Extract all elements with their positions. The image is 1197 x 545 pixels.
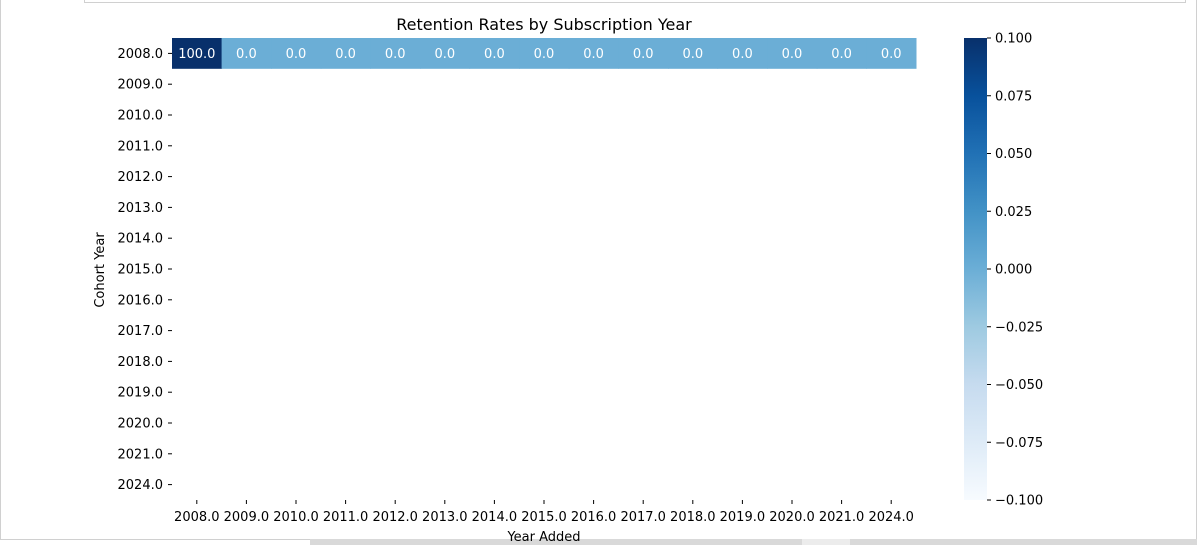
y-tick-label: 2024.0 bbox=[118, 478, 164, 493]
heatmap-cell bbox=[221, 38, 272, 69]
heatmap-cell bbox=[469, 38, 520, 69]
cell-label: 0.0 bbox=[782, 47, 803, 62]
cell-label: 0.0 bbox=[484, 47, 505, 62]
x-tick-label: 2018.0 bbox=[670, 510, 716, 525]
x-tick-label: 2009.0 bbox=[224, 510, 270, 525]
cell-label: 0.0 bbox=[385, 47, 406, 62]
y-tick-label: 2016.0 bbox=[118, 293, 164, 308]
y-tick-label: 2018.0 bbox=[118, 355, 164, 370]
heatmap-cell bbox=[420, 38, 471, 69]
x-tick-label: 2013.0 bbox=[422, 510, 468, 525]
cell-label: 100.0 bbox=[178, 47, 215, 62]
heatmap-cell bbox=[519, 38, 570, 69]
y-tick-label: 2013.0 bbox=[118, 201, 164, 216]
x-tick-label: 2008.0 bbox=[174, 510, 220, 525]
y-tick-label: 2017.0 bbox=[118, 324, 164, 339]
colorbar-tick-label: 0.025 bbox=[995, 205, 1032, 220]
heatmap-cell bbox=[370, 38, 421, 69]
cell-label: 0.0 bbox=[633, 47, 654, 62]
colorbar-tick-label: −0.075 bbox=[995, 436, 1043, 451]
cell-label: 0.0 bbox=[434, 47, 455, 62]
heatmap-cell bbox=[866, 38, 917, 69]
cell-label: 0.0 bbox=[236, 47, 257, 62]
y-axis-ticks: 2008.0 2009.0 2010.0 2011.0 2012.0 2013.0 2014… bbox=[118, 47, 172, 493]
y-tick-label: 2008.0 bbox=[118, 47, 164, 62]
y-tick-label: 2011.0 bbox=[118, 139, 164, 154]
y-tick-label: 2014.0 bbox=[118, 232, 164, 247]
chart-title: Retention Rates by Subscription Year bbox=[396, 15, 692, 34]
colorbar-tick-label: 0.100 bbox=[995, 32, 1032, 47]
x-tick-label: 2011.0 bbox=[323, 510, 369, 525]
x-tick-label: 2024.0 bbox=[868, 510, 914, 525]
colorbar-tick-label: −0.100 bbox=[995, 494, 1043, 509]
cell-label: 0.0 bbox=[335, 47, 356, 62]
heatmap-cells: 100.0 0.0 0.0 0.0 0.0 0.0 0.0 0.0 0.0 0.0 0.0 0.0 0.… bbox=[172, 38, 917, 69]
y-tick-label: 2020.0 bbox=[118, 417, 164, 432]
top-panel-frame bbox=[84, 0, 1186, 3]
colorbar-ticks: 0.100 0.075 0.050 0.025 0.000 −0.025 −0.050 −0.… bbox=[987, 32, 1043, 509]
x-tick-label: 2017.0 bbox=[620, 510, 666, 525]
heatmap-cell bbox=[320, 38, 371, 69]
x-tick-label: 2020.0 bbox=[769, 510, 815, 525]
cell-label: 0.0 bbox=[881, 47, 902, 62]
x-tick-label: 2014.0 bbox=[472, 510, 518, 525]
cell-label: 0.0 bbox=[732, 47, 753, 62]
colorbar-tick-label: −0.025 bbox=[995, 320, 1043, 335]
heatmap-cell bbox=[816, 38, 867, 69]
heatmap-cell bbox=[717, 38, 768, 69]
x-tick-label: 2012.0 bbox=[372, 510, 418, 525]
x-tick-label: 2015.0 bbox=[521, 510, 567, 525]
heatmap-cell bbox=[271, 38, 322, 69]
colorbar bbox=[964, 38, 987, 500]
y-tick-label: 2010.0 bbox=[118, 109, 164, 124]
y-axis-label: Cohort Year bbox=[93, 232, 108, 308]
heatmap-cell bbox=[172, 38, 223, 69]
x-tick-label: 2016.0 bbox=[571, 510, 617, 525]
heatmap-cell bbox=[767, 38, 818, 69]
scrollbar-thumb[interactable] bbox=[802, 539, 850, 545]
y-tick-label: 2019.0 bbox=[118, 386, 164, 401]
y-tick-label: 2015.0 bbox=[118, 263, 164, 278]
y-tick-label: 2009.0 bbox=[118, 78, 164, 93]
y-tick-label: 2021.0 bbox=[118, 447, 164, 462]
colorbar-tick-label: 0.075 bbox=[995, 89, 1032, 104]
colorbar-tick-label: 0.050 bbox=[995, 147, 1032, 162]
horizontal-scrollbar[interactable] bbox=[310, 539, 1197, 545]
cell-label: 0.0 bbox=[583, 47, 604, 62]
heatmap-cell bbox=[568, 38, 619, 69]
colorbar-tick-label: −0.050 bbox=[995, 378, 1043, 393]
x-tick-label: 2010.0 bbox=[273, 510, 319, 525]
y-tick-label: 2012.0 bbox=[118, 170, 164, 185]
heatmap-cell bbox=[618, 38, 669, 69]
cell-label: 0.0 bbox=[831, 47, 852, 62]
x-tick-label: 2021.0 bbox=[819, 510, 865, 525]
x-axis-label: Year Added bbox=[506, 530, 580, 545]
cell-label: 0.0 bbox=[682, 47, 703, 62]
cell-label: 0.0 bbox=[286, 47, 307, 62]
colorbar-tick-label: 0.000 bbox=[995, 263, 1032, 278]
left-border bbox=[0, 0, 1, 540]
x-tick-label: 2019.0 bbox=[720, 510, 766, 525]
heatmap-cell bbox=[668, 38, 719, 69]
cell-label: 0.0 bbox=[534, 47, 555, 62]
x-axis-ticks: 2008.0 2009.0 2010.0 2011.0 2012.0 2013.0 2014… bbox=[174, 500, 914, 525]
